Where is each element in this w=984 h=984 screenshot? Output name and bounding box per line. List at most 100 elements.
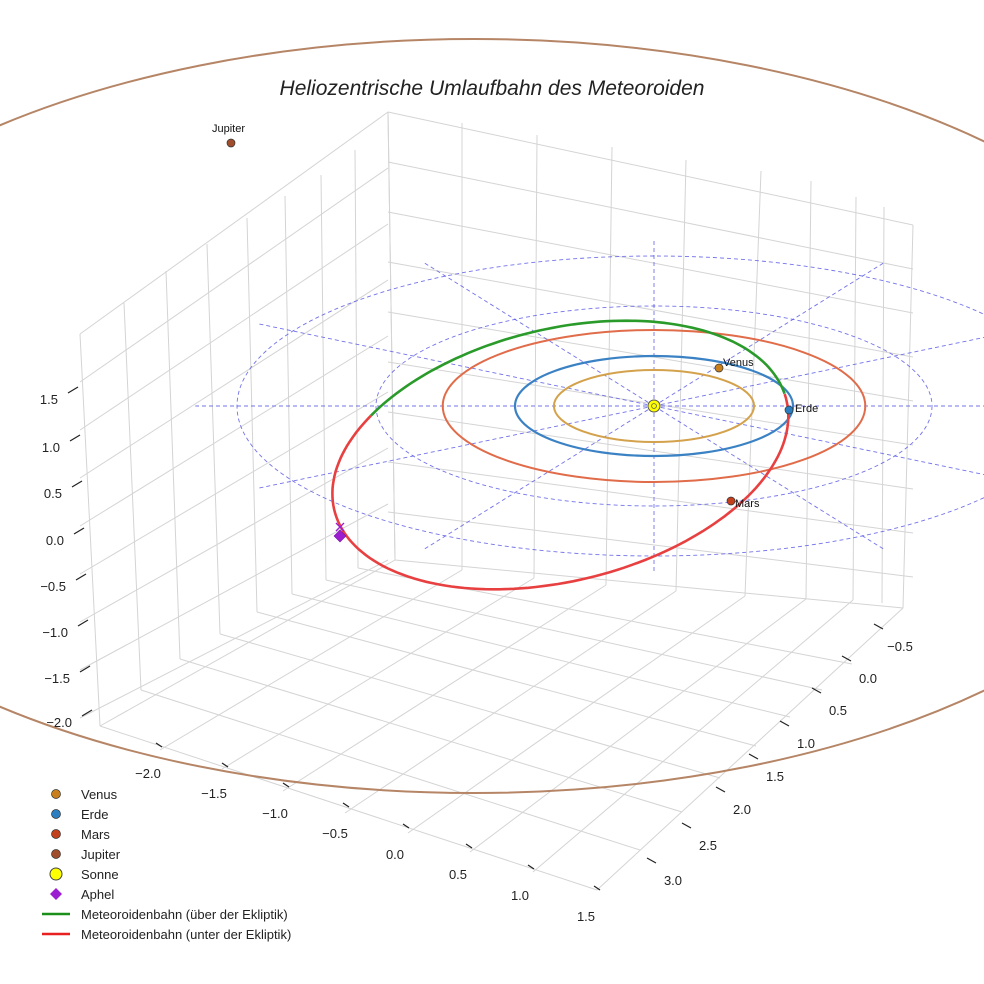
ecliptic-spoke xyxy=(653,262,884,407)
grid-line xyxy=(79,447,389,623)
legend-marker-mars xyxy=(51,829,61,839)
grid-line xyxy=(387,461,914,534)
ecliptic-spoke xyxy=(653,405,884,550)
grid-line xyxy=(79,503,389,671)
planet-label-erde: Erde xyxy=(795,403,818,415)
y-tick-label: 0.5 xyxy=(829,703,847,718)
sun-core xyxy=(651,403,657,409)
x-tick-label: 0.5 xyxy=(449,867,467,882)
x-axis-ticks: −2.0 −1.5 −1.0 −0.5 0.0 0.5 1.0 1.5 xyxy=(135,742,601,924)
orbit-venus xyxy=(552,369,756,443)
grid-line xyxy=(219,633,721,779)
x-tick-mark xyxy=(155,742,163,748)
planet-label-mars: Mars xyxy=(735,498,760,510)
grid-line xyxy=(246,217,258,613)
grid-line xyxy=(605,146,613,586)
grid-line xyxy=(532,599,854,873)
legend-marker-venus xyxy=(51,789,61,799)
y-tick-mark xyxy=(811,687,822,694)
grid-line xyxy=(291,593,791,718)
y-tick-label: −0.5 xyxy=(887,639,913,654)
ecliptic-spoke xyxy=(424,262,655,407)
grid-line xyxy=(469,598,807,853)
y-tick-mark xyxy=(873,623,884,630)
y-tick-mark xyxy=(715,786,726,793)
grid-line xyxy=(325,579,823,691)
y-tick-label: 2.0 xyxy=(733,802,751,817)
legend-label-venus: Venus xyxy=(81,787,118,802)
y-axis-ticks: −0.5 0.0 0.5 1.0 1.5 2.0 2.5 3.0 xyxy=(646,623,913,888)
legend-marker-sonne xyxy=(49,867,63,881)
grid-line xyxy=(387,411,914,490)
ecliptic-spoke xyxy=(256,405,655,489)
grid-line xyxy=(394,559,904,609)
grid-line xyxy=(79,279,389,479)
z-tick-mark xyxy=(75,573,87,581)
grid-line xyxy=(79,335,389,527)
x-tick-label: −1.5 xyxy=(201,786,227,801)
grid-line xyxy=(881,206,885,604)
grid-line xyxy=(99,725,598,891)
meteoroid-orbit-below xyxy=(331,393,790,591)
z-tick-label: −2.0 xyxy=(46,715,72,730)
y-tick-label: 1.5 xyxy=(766,769,784,784)
grid-line xyxy=(256,611,757,747)
grid-line xyxy=(387,511,914,578)
grid-line xyxy=(320,174,327,581)
x-tick-mark xyxy=(342,802,350,808)
x-tick-label: −0.5 xyxy=(322,826,348,841)
grid-line xyxy=(79,167,389,383)
z-tick-label: 1.0 xyxy=(42,440,60,455)
ecliptic-spoke xyxy=(653,337,984,407)
grid-line xyxy=(744,170,762,597)
orbit-jupiter xyxy=(0,38,984,794)
grid-line xyxy=(79,223,389,431)
x-tick-label: 1.5 xyxy=(577,909,595,924)
orbit-mars xyxy=(441,329,867,483)
z-tick-mark xyxy=(81,709,93,717)
y-tick-mark xyxy=(646,857,657,864)
y-tick-label: 0.0 xyxy=(859,671,877,686)
legend-marker-erde xyxy=(51,809,61,819)
ecliptic-spoke xyxy=(653,405,984,475)
x-tick-mark xyxy=(402,823,410,829)
y-tick-mark xyxy=(748,753,759,760)
z-tick-mark xyxy=(71,480,83,488)
y-tick-mark xyxy=(779,720,790,727)
grid-line xyxy=(407,595,746,834)
grid-line xyxy=(165,270,181,660)
z-tick-label: 0.0 xyxy=(46,533,64,548)
grid-line xyxy=(596,607,904,891)
grid-line xyxy=(852,196,857,601)
legend-label-below: Meteoroidenbahn (unter der Ekliptik) xyxy=(81,927,291,942)
grid-line xyxy=(902,224,914,609)
x-tick-mark xyxy=(282,782,290,788)
grid-line xyxy=(206,243,221,635)
grid-line xyxy=(79,391,389,575)
grid-line xyxy=(387,111,396,561)
legend-label-erde: Erde xyxy=(81,807,108,822)
planet-venus xyxy=(714,363,724,373)
x-tick-label: 0.0 xyxy=(386,847,404,862)
y-tick-label: 2.5 xyxy=(699,838,717,853)
chart-title: Heliozentrische Umlaufbahn des Meteoroid… xyxy=(280,77,705,100)
grid-line xyxy=(79,333,101,727)
grid-line xyxy=(387,161,914,270)
legend: Venus Erde Mars Jupiter Sonne Aphel Meteoroide… xyxy=(42,787,291,942)
planet-label-jupiter: Jupiter xyxy=(212,123,245,135)
z-tick-mark xyxy=(79,665,91,673)
grid-line xyxy=(140,689,641,851)
legend-label-mars: Mars xyxy=(81,827,110,842)
grid-line xyxy=(344,590,677,814)
sun-marker xyxy=(647,399,661,413)
y-tick-label: 1.0 xyxy=(797,736,815,751)
z-tick-mark xyxy=(69,434,81,442)
z-tick-mark xyxy=(67,386,79,394)
legend-label-jupiter: Jupiter xyxy=(81,847,121,862)
ecliptic-spoke xyxy=(424,405,655,550)
planet-erde xyxy=(784,405,794,415)
meteoroid-orbit-above xyxy=(369,319,786,417)
grid-line xyxy=(387,261,914,358)
z-tick-label: −1.0 xyxy=(42,625,68,640)
